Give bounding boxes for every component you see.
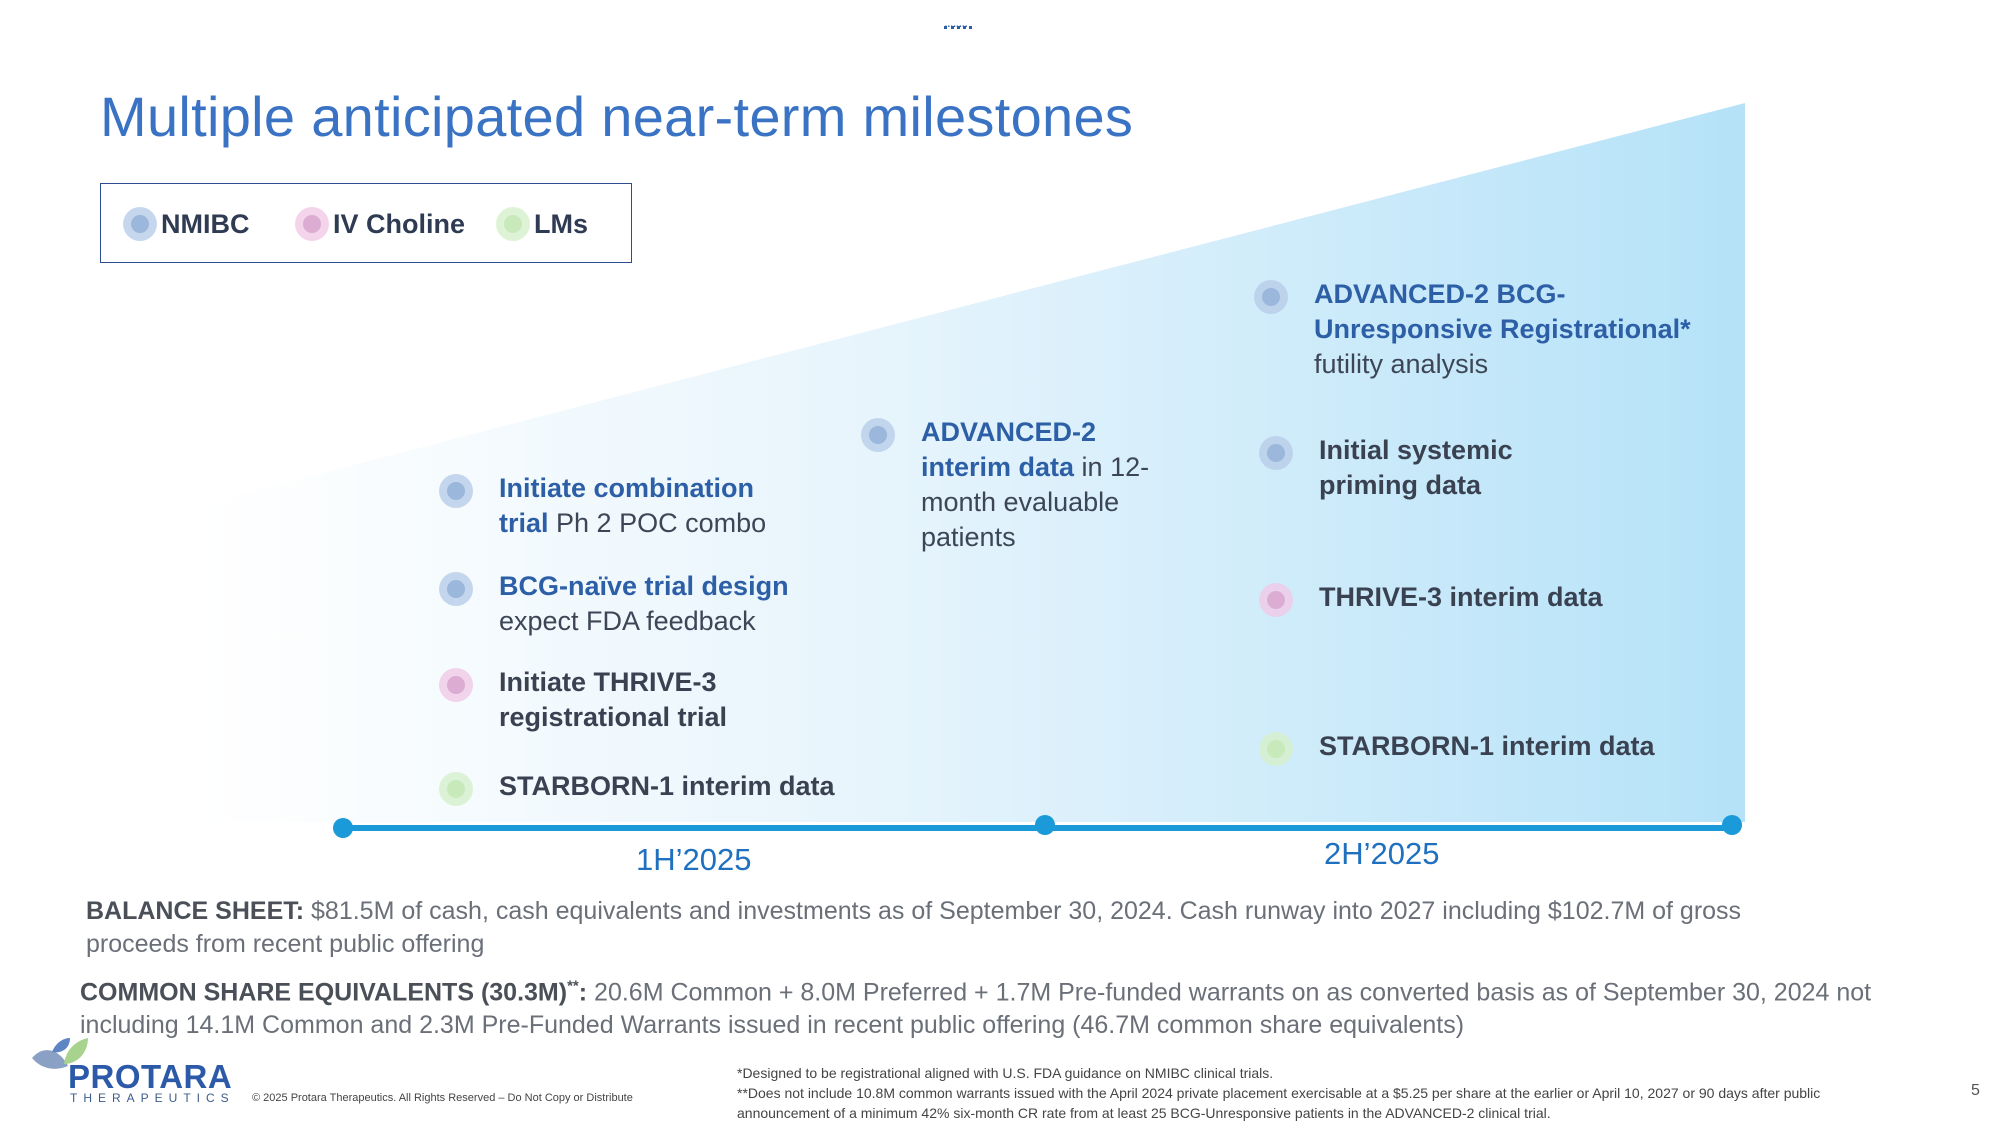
period-label-1h2025: 1H’2025 xyxy=(636,842,752,877)
nmibc-dot-icon xyxy=(123,207,157,241)
period-label-2h2025: 2H’2025 xyxy=(1324,836,1440,871)
milestone-text: ADVANCED-2 BCG-Unresponsive Registration… xyxy=(1314,279,1691,379)
milestone-text: Initiate THRIVE-3 registrational trial xyxy=(499,667,728,732)
timeline-end-node xyxy=(1722,815,1742,835)
milestone-item: BCG-naïve trial design expect FDA feedbac… xyxy=(439,569,847,639)
legend-label: IV Choline xyxy=(333,208,466,239)
footnote-1: *Designed to be registrational aligned w… xyxy=(737,1065,1274,1081)
legend-item-iv-choline: IV Choline xyxy=(295,206,466,242)
lms-dot-icon xyxy=(1259,732,1293,766)
legend-label: NMIBC xyxy=(161,208,250,239)
nmibc-dot-icon xyxy=(1259,436,1293,470)
milestone-text: STARBORN-1 interim data xyxy=(1319,731,1655,761)
milestone-item: STARBORN-1 interim data xyxy=(1259,729,1687,766)
legend-item-lms: LMs xyxy=(496,206,588,242)
footnote-2: **Does not include 10.8M common warrants… xyxy=(737,1085,1821,1121)
top-ellipsis: ........ xyxy=(944,14,968,30)
common-share-equivalents-text: COMMON SHARE EQUIVALENTS (30.3M)**: 20.6… xyxy=(80,978,1872,1040)
milestone-item: ADVANCED-2 interim data in 12-month eval… xyxy=(861,415,1199,555)
page-title: Multiple anticipated near-term milestone… xyxy=(100,85,1134,148)
nmibc-dot-icon xyxy=(439,572,473,606)
iv-choline-dot-icon xyxy=(439,668,473,702)
milestone-item: Initiate combination trial Ph 2 POC comb… xyxy=(439,471,847,541)
protara-logo-subtitle: THERAPEUTICS xyxy=(70,1091,235,1105)
iv-choline-dot-icon xyxy=(1259,583,1293,617)
legend-label: LMs xyxy=(534,208,588,239)
lms-dot-icon xyxy=(496,207,530,241)
milestone-text: Initial systemic priming data xyxy=(1319,435,1513,500)
milestone-item: Initial systemic priming data xyxy=(1259,433,1667,503)
milestone-text: BCG-naïve trial design expect FDA feedbac… xyxy=(499,571,789,636)
timeline-mid-node xyxy=(1035,815,1055,835)
milestone-text: ADVANCED-2 interim data in 12-month eval… xyxy=(921,417,1150,552)
milestone-item: ADVANCED-2 BCG-Unresponsive Registration… xyxy=(1254,277,1742,382)
protara-logo-wordmark: PROTARA xyxy=(68,1058,233,1095)
milestone-item: Initiate THRIVE-3 registrational trial xyxy=(439,665,847,735)
milestone-item: STARBORN-1 interim data xyxy=(439,769,867,806)
nmibc-dot-icon xyxy=(861,418,895,452)
footnotes: *Designed to be registrational aligned w… xyxy=(737,1063,1867,1123)
legend: NMIBC IV Choline LMs xyxy=(100,183,632,263)
copyright-notice: © 2025 Protara Therapeutics. All Rights … xyxy=(252,1092,633,1104)
protara-leaf-logo-icon xyxy=(32,1038,88,1069)
nmibc-dot-icon xyxy=(439,474,473,508)
nmibc-dot-icon xyxy=(1254,280,1288,314)
iv-choline-dot-icon xyxy=(295,207,329,241)
lms-dot-icon xyxy=(439,772,473,806)
milestone-text: Initiate combination trial Ph 2 POC comb… xyxy=(499,473,767,538)
top-ellipsis-decoration xyxy=(944,26,972,33)
milestone-item: THRIVE-3 interim data xyxy=(1259,580,1687,617)
legend-item-nmibc: NMIBC xyxy=(123,206,250,242)
timeline-start-node xyxy=(333,818,353,838)
milestone-text: STARBORN-1 interim data xyxy=(499,771,835,801)
page-number: 5 xyxy=(1971,1082,1980,1099)
balance-sheet-text: BALANCE SHEET: $81.5M of cash, cash equi… xyxy=(86,897,1742,958)
milestone-text: THRIVE-3 interim data xyxy=(1319,582,1603,612)
